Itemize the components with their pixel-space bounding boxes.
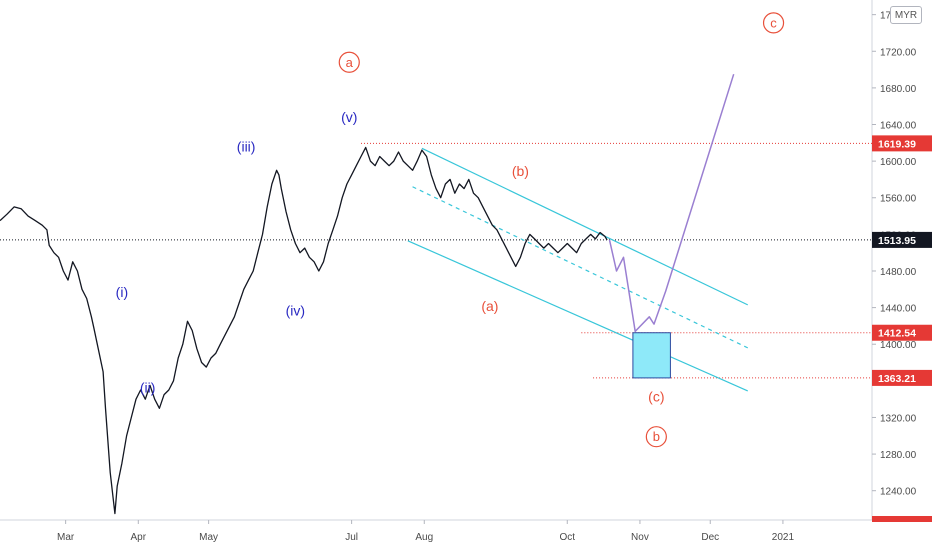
price-tag-bg <box>872 135 932 152</box>
channel-lower-line[interactable] <box>407 240 749 392</box>
wave-label: c <box>770 15 777 30</box>
price-tag-label: 1363.21 <box>878 373 916 385</box>
x-tick-label: May <box>199 532 218 543</box>
x-tick-label: Aug <box>415 532 433 543</box>
y-tick-label: 1640.00 <box>880 121 917 132</box>
channel-middle-line[interactable] <box>412 186 749 349</box>
price-tag-label: 1412.54 <box>878 328 916 340</box>
projection-path[interactable] <box>608 73 735 333</box>
wave-label: (i) <box>116 284 128 300</box>
y-tick-label: 1480.00 <box>880 267 917 278</box>
y-tick-label: 1400.00 <box>880 340 917 351</box>
currency-button[interactable]: MYR <box>890 6 922 24</box>
wave-label: b <box>653 429 660 444</box>
price-tag-label: 1513.95 <box>878 235 916 247</box>
y-tick-label: 1320.00 <box>880 413 917 424</box>
x-tick-label: Oct <box>559 532 575 543</box>
price-tag-bg <box>872 369 932 386</box>
wave-label: (ii) <box>140 379 156 395</box>
price-tag-bottom-bg <box>872 516 932 522</box>
wave-circle <box>645 426 667 448</box>
wave-label: a <box>346 55 354 70</box>
y-tick-label: 1680.00 <box>880 84 917 95</box>
price-tag-label: 1619.39 <box>878 138 916 150</box>
wave-circle <box>338 51 360 73</box>
price-line <box>0 146 608 515</box>
wave-label: (b) <box>512 163 529 179</box>
x-tick-label: Apr <box>131 532 147 543</box>
y-tick-label: 1240.00 <box>880 487 917 498</box>
wave-label: (iv) <box>286 302 305 318</box>
wave-label: (iii) <box>237 138 256 154</box>
y-tick-label: 1600.00 <box>880 157 917 168</box>
wave-label: (a) <box>481 298 498 314</box>
x-tick-label: 2021 <box>772 532 795 543</box>
wave-label: (c) <box>648 388 664 404</box>
y-tick-label: 1560.00 <box>880 194 917 205</box>
price-tag-bg <box>872 324 932 341</box>
y-tick-label: 1720.00 <box>880 47 917 58</box>
y-tick-label: 1440.00 <box>880 304 917 315</box>
y-tick-label: 1280.00 <box>880 450 917 461</box>
x-tick-label: Jul <box>345 532 358 543</box>
x-tick-label: Nov <box>631 532 649 543</box>
target-zone-box[interactable] <box>632 332 671 379</box>
x-tick-label: Mar <box>57 532 75 543</box>
x-tick-label: Dec <box>701 532 719 543</box>
wave-circle <box>762 12 785 34</box>
channel-upper-line[interactable] <box>421 147 749 306</box>
price-tag-bg <box>872 231 932 248</box>
wave-label: (v) <box>341 109 357 125</box>
